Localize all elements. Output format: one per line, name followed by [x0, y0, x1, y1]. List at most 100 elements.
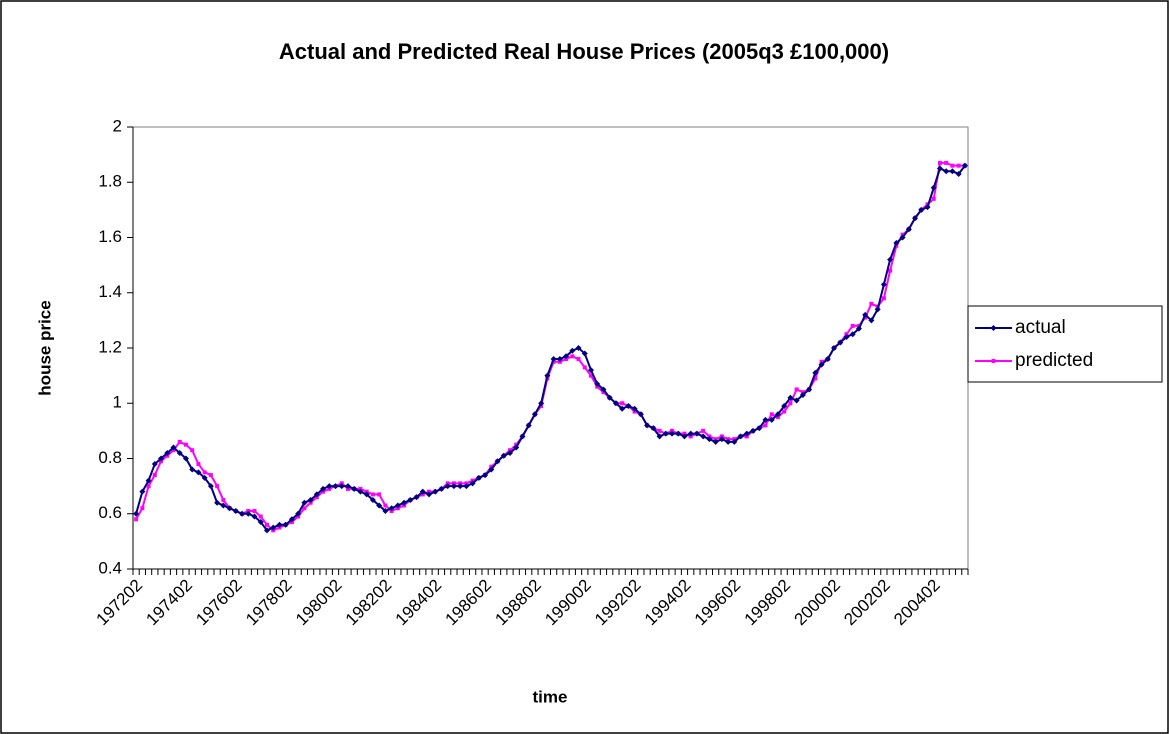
- marker: [245, 510, 252, 517]
- marker: [880, 281, 887, 288]
- marker: [569, 347, 576, 354]
- marker: [656, 433, 663, 440]
- marker: [326, 483, 333, 490]
- marker: [215, 484, 220, 489]
- marker: [176, 449, 183, 456]
- marker: [252, 508, 257, 513]
- marker: [782, 409, 787, 414]
- marker: [781, 403, 788, 410]
- marker: [134, 517, 139, 522]
- marker: [631, 405, 638, 412]
- marker: [768, 416, 775, 423]
- marker: [763, 423, 768, 428]
- marker: [712, 438, 719, 445]
- marker: [196, 462, 201, 467]
- marker: [133, 510, 140, 517]
- marker: [344, 483, 351, 490]
- marker: [482, 472, 489, 479]
- marker: [338, 483, 345, 490]
- marker: [818, 361, 825, 368]
- marker: [164, 449, 171, 456]
- marker: [189, 466, 196, 473]
- marker: [190, 448, 195, 453]
- marker: [239, 510, 246, 517]
- marker: [531, 411, 538, 418]
- marker: [831, 345, 838, 351]
- marker: [868, 317, 875, 324]
- marker: [575, 345, 582, 351]
- marker: [888, 268, 893, 273]
- marker: [850, 323, 855, 328]
- marker: [937, 160, 942, 165]
- marker: [701, 428, 706, 433]
- marker: [145, 477, 152, 484]
- marker: [799, 391, 806, 398]
- marker: [669, 430, 676, 437]
- marker: [743, 430, 750, 437]
- marker: [950, 163, 955, 168]
- marker: [620, 401, 625, 406]
- legend: [967, 305, 1163, 383]
- marker: [869, 301, 874, 306]
- marker: [220, 502, 227, 509]
- marker: [351, 485, 358, 492]
- marker: [264, 522, 269, 527]
- marker: [407, 496, 414, 503]
- marker: [662, 430, 669, 437]
- marker: [226, 505, 233, 512]
- y-tick-label: 0.8: [98, 448, 122, 467]
- marker: [369, 496, 376, 503]
- marker: [251, 513, 258, 520]
- marker: [990, 325, 997, 331]
- marker: [170, 444, 177, 451]
- marker: [899, 234, 906, 241]
- marker: [182, 455, 189, 462]
- marker: [450, 483, 457, 490]
- marker: [506, 449, 513, 456]
- marker: [576, 357, 581, 362]
- marker: [588, 367, 595, 374]
- marker: [288, 516, 295, 523]
- legend-label: actual: [1015, 317, 1066, 338]
- marker: [706, 436, 713, 443]
- marker: [918, 206, 925, 213]
- marker: [944, 160, 949, 165]
- marker: [582, 365, 587, 370]
- marker: [463, 483, 470, 490]
- marker: [991, 359, 996, 363]
- marker: [600, 386, 607, 393]
- marker: [270, 524, 277, 531]
- marker: [202, 470, 207, 475]
- marker: [282, 521, 289, 528]
- marker: [370, 492, 375, 497]
- marker: [258, 514, 263, 519]
- marker: [301, 499, 308, 506]
- marker: [788, 401, 793, 406]
- marker: [383, 503, 388, 508]
- marker: [158, 455, 165, 462]
- marker: [401, 499, 408, 506]
- marker: [201, 474, 208, 481]
- marker: [413, 494, 420, 501]
- marker: [874, 306, 881, 313]
- marker: [214, 499, 221, 506]
- marker: [208, 473, 213, 478]
- marker: [494, 458, 501, 465]
- marker: [550, 356, 557, 363]
- plot-area: [132, 126, 969, 570]
- marker: [382, 507, 389, 514]
- marker: [862, 311, 869, 318]
- marker: [295, 510, 302, 517]
- marker: [394, 502, 401, 509]
- marker: [581, 350, 588, 357]
- marker: [419, 488, 426, 495]
- marker: [681, 433, 688, 440]
- marker: [444, 483, 451, 490]
- marker: [475, 474, 482, 481]
- marker: [432, 488, 439, 495]
- marker: [687, 430, 694, 437]
- marker: [824, 356, 831, 363]
- y-tick-label: 0.6: [98, 503, 122, 522]
- marker: [855, 325, 862, 332]
- marker: [307, 496, 314, 503]
